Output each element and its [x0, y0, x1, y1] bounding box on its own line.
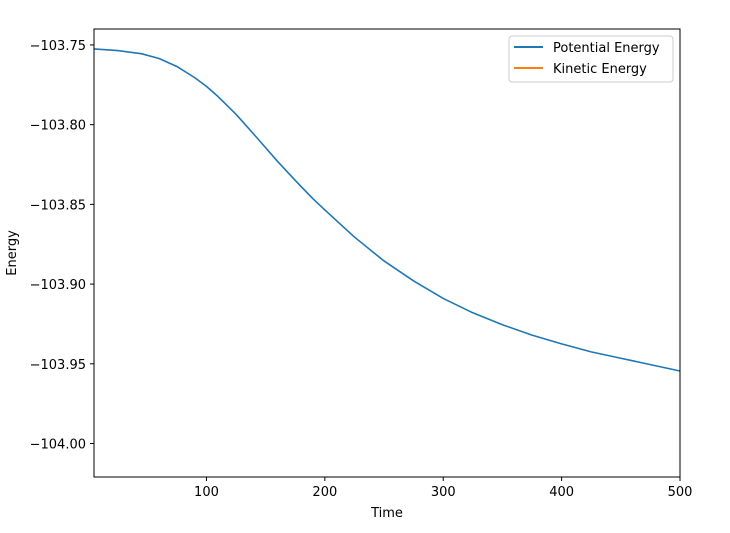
y-tick-label: −103.90	[30, 278, 86, 293]
x-axis-ticks: 100 200 300 400 500	[194, 477, 692, 500]
legend-label-kinetic-energy: Kinetic Energy	[553, 62, 647, 77]
x-tick-label: 400	[549, 485, 574, 500]
y-axis-ticks: −103.75 −103.80 −103.85 −103.90 −103.95 −104.…	[30, 39, 94, 453]
legend-label-potential-energy: Potential Energy	[553, 41, 660, 56]
x-axis-label: Time	[370, 506, 403, 521]
y-tick-label: −103.75	[30, 39, 86, 54]
series-line-potential-energy	[93, 48, 681, 372]
y-tick-label: −103.85	[30, 198, 86, 213]
series-layer	[93, 48, 681, 372]
y-tick-label: −103.95	[30, 358, 86, 373]
x-tick-label: 500	[668, 485, 693, 500]
y-tick-label: −103.80	[30, 119, 86, 134]
legend-box	[508, 35, 674, 83]
x-tick-label: 300	[431, 485, 456, 500]
x-tick-label: 200	[312, 485, 337, 500]
y-tick-label: −104.00	[30, 438, 86, 453]
plot-frame	[93, 28, 681, 478]
legend: Potential Energy Kinetic Energy	[508, 35, 674, 83]
y-axis-label: Energy	[5, 230, 20, 276]
x-tick-label: 100	[194, 485, 219, 500]
